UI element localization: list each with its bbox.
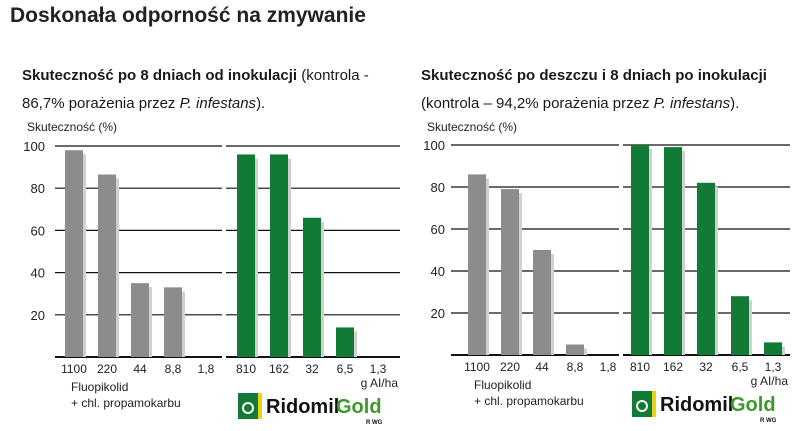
x-tick-label: 32	[305, 362, 319, 376]
bar	[270, 154, 288, 357]
bar	[697, 182, 715, 355]
bar	[501, 189, 519, 355]
y-tick-label: 60	[431, 222, 445, 237]
subtitle-italic: P. infestans	[179, 95, 257, 112]
x-tick-label: 6,5	[337, 362, 354, 376]
x-unit-label: g AI/ha	[361, 376, 399, 390]
logo-text: Ridomil	[266, 396, 339, 418]
bar	[468, 174, 486, 355]
bar	[631, 145, 649, 355]
y-tick-label: 40	[431, 264, 445, 279]
x-tick-label: 44	[535, 360, 549, 374]
series-label: Fluopikolid	[474, 378, 531, 392]
y-tick-label: 100	[423, 138, 445, 153]
bar	[131, 283, 149, 357]
bar	[65, 150, 83, 357]
logo-text-gold: Gold	[730, 394, 776, 416]
subtitle-bold: Skuteczność po 8 dniach od inokulacji	[22, 67, 298, 84]
bar	[764, 342, 782, 355]
subtitle-bold: Skuteczność po deszczu i 8 dniach po ino…	[421, 67, 767, 84]
x-tick-label: 220	[97, 362, 117, 376]
y-tick-label: 60	[31, 223, 45, 238]
x-unit-label: g AI/ha	[751, 374, 789, 388]
subtitle-text: (kontrola - 86,7% porażenia przez	[22, 67, 369, 112]
x-tick-label: 1,8	[600, 360, 617, 374]
bar	[98, 174, 116, 357]
x-tick-label: 44	[133, 362, 147, 376]
x-tick-label: 162	[663, 360, 683, 374]
logo-icon-stripe	[652, 391, 656, 417]
x-tick-label: 1,8	[198, 362, 215, 376]
logo-icon-stripe	[258, 393, 262, 419]
logo-text: Ridomil	[660, 394, 733, 416]
subtitle-italic: P. infestans	[653, 95, 731, 112]
logo-icon	[238, 393, 258, 419]
bar	[336, 327, 354, 357]
bar	[566, 344, 584, 355]
logo-icon-circle	[242, 402, 254, 414]
bar	[731, 296, 749, 355]
bar	[237, 154, 255, 357]
y-tick-label: 100	[23, 139, 45, 154]
y-axis-label: Skuteczność (%)	[27, 120, 117, 134]
logo-icon	[632, 391, 652, 417]
x-tick-label: 8,8	[567, 360, 584, 374]
bar	[303, 217, 321, 357]
x-tick-label: 8,8	[165, 362, 182, 376]
bar	[664, 147, 682, 355]
subtitle-end: ).	[256, 95, 266, 112]
logo-text-gold: Gold	[336, 396, 382, 418]
x-tick-label: 810	[630, 360, 650, 374]
x-tick-label: 162	[269, 362, 289, 376]
series-label: + chl. propamokarbu	[474, 394, 584, 408]
y-tick-label: 80	[31, 181, 45, 196]
x-tick-label: 810	[236, 362, 256, 376]
y-tick-label: 20	[431, 306, 445, 321]
series-label: + chl. propamokarbu	[71, 396, 181, 410]
x-tick-label: 220	[500, 360, 520, 374]
y-axis-label: Skuteczność (%)	[427, 120, 517, 134]
bar	[164, 287, 182, 357]
subtitle-end: ).	[730, 95, 740, 112]
page-title: Doskonała odporność na zmywanie	[10, 4, 366, 27]
series-label: Fluopikolid	[71, 380, 128, 394]
x-tick-label: 1100	[464, 360, 490, 374]
x-tick-label: 1100	[61, 362, 87, 376]
logo-icon-circle	[636, 400, 648, 412]
x-tick-label: 1,3	[765, 360, 782, 374]
y-tick-label: 20	[31, 308, 45, 323]
chart-2-subtitle: Skuteczność po deszczu i 8 dniach po ino…	[421, 62, 799, 118]
x-tick-label: 32	[699, 360, 713, 374]
y-tick-label: 80	[431, 180, 445, 195]
y-tick-label: 40	[31, 266, 45, 281]
x-tick-label: 6,5	[732, 360, 749, 374]
bar	[533, 250, 551, 355]
subtitle-text: (kontrola – 94,2% porażenia przez	[421, 95, 654, 112]
logo-subtext: R WG	[366, 420, 383, 426]
logo-subtext: R WG	[760, 418, 777, 424]
x-tick-label: 1,3	[370, 362, 387, 376]
chart-1-subtitle: Skuteczność po 8 dniach od inokulacji (k…	[22, 62, 402, 118]
